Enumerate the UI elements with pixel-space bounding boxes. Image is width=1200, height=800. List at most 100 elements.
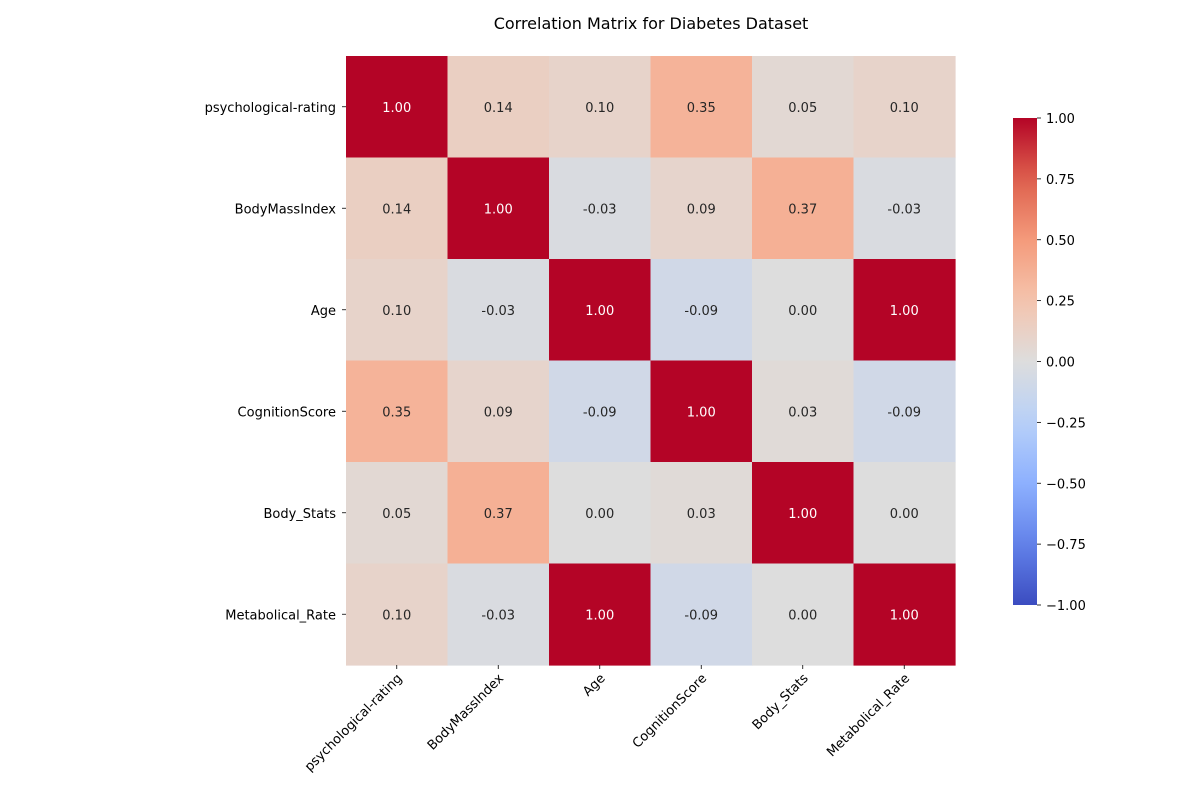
heatmap-cell: [650, 462, 753, 565]
heatmap-cell: [853, 157, 956, 260]
x-tick-label: Metabolical_Rate: [824, 671, 913, 760]
heatmap-cell: [650, 259, 753, 362]
heatmap-cell: [447, 157, 550, 260]
heatmap-cell: [853, 56, 956, 159]
heatmap-cell: [853, 259, 956, 362]
heatmap-cell: [853, 360, 956, 463]
x-tick-label: psychological-rating: [302, 671, 406, 775]
colorbar-tick-label: −1.00: [1046, 599, 1086, 614]
colorbar-tick-label: 0.50: [1046, 234, 1075, 249]
heatmap-cell: [752, 259, 855, 362]
cell-value-label: 1.00: [788, 507, 817, 522]
cell-value-label: 0.05: [382, 507, 411, 522]
colorbar-tick-label: −0.25: [1046, 416, 1086, 431]
heatmap-cell: [346, 462, 449, 565]
colorbar-gradient: [1013, 118, 1037, 605]
cell-value-label: 0.00: [890, 507, 919, 522]
cell-value-label: -0.03: [887, 202, 921, 217]
heatmap-cell: [346, 259, 449, 362]
heatmap-cell: [447, 56, 550, 159]
heatmap-cell: [447, 259, 550, 362]
y-tick-labels: psychological-rating BodyMassIndex Age Cogn…: [205, 101, 346, 623]
heatmap-cell: [346, 563, 449, 666]
x-tick-label: BodyMassIndex: [425, 671, 507, 753]
y-tick-label: psychological-rating: [205, 101, 336, 116]
cell-value-label: -0.03: [481, 608, 515, 623]
y-tick-label: BodyMassIndex: [235, 202, 337, 217]
cell-value-label: 1.00: [890, 304, 919, 319]
heatmap-cell: [549, 157, 652, 260]
cell-value-label: 0.05: [788, 101, 817, 116]
heatmap-cell: [549, 462, 652, 565]
cell-value-label: 0.35: [382, 405, 411, 420]
cell-value-label: 0.14: [484, 101, 513, 116]
cell-value-label: 1.00: [890, 608, 919, 623]
heatmap-cells: 1.00 0.14 0.10 0.35 0.05 0.10 0.14 1.00 -0.03 0.0…: [346, 56, 956, 666]
colorbar-tick-label: −0.75: [1046, 538, 1086, 553]
y-tick-label: CognitionScore: [238, 405, 336, 420]
heatmap-cell: [853, 563, 956, 666]
heatmap-cell: [549, 563, 652, 666]
cell-value-label: 0.10: [382, 304, 411, 319]
cell-value-label: 1.00: [484, 202, 513, 217]
heatmap-cell: [346, 360, 449, 463]
cell-value-label: 0.03: [788, 405, 817, 420]
colorbar-tick-label: 0.75: [1046, 173, 1075, 188]
heatmap-cell: [752, 462, 855, 565]
colorbar-ticks: 1.00 0.75 0.50 0.25 0.00 −0.25 −0.50 −0.75 −1.00: [1037, 112, 1086, 614]
heatmap-cell: [447, 563, 550, 666]
x-tick-labels: psychological-rating BodyMassIndex Age Cogn…: [302, 665, 913, 775]
cell-value-label: 0.03: [687, 507, 716, 522]
cell-value-label: 0.00: [585, 507, 614, 522]
colorbar-tick-label: 0.00: [1046, 356, 1075, 371]
heatmap-cell: [650, 360, 753, 463]
colorbar-tick-label: 0.25: [1046, 295, 1075, 310]
cell-value-label: 0.37: [484, 507, 513, 522]
heatmap-cell: [346, 157, 449, 260]
colorbar-tick-label: −0.50: [1046, 477, 1086, 492]
cell-value-label: 0.37: [788, 202, 817, 217]
cell-value-label: 0.09: [687, 202, 716, 217]
cell-value-label: -0.09: [887, 405, 921, 420]
cell-value-label: 0.10: [585, 101, 614, 116]
y-tick-label: Body_Stats: [263, 507, 336, 522]
cell-value-label: 0.35: [687, 101, 716, 116]
y-tick-label: Metabolical_Rate: [225, 608, 336, 623]
cell-value-label: 1.00: [382, 101, 411, 116]
cell-value-label: 0.00: [788, 304, 817, 319]
heatmap-cell: [447, 462, 550, 565]
x-tick-label: Body_Stats: [750, 671, 812, 733]
heatmap-cell: [853, 462, 956, 565]
cell-value-label: -0.09: [583, 405, 617, 420]
cell-value-label: 0.00: [788, 608, 817, 623]
heatmap-cell: [549, 259, 652, 362]
colorbar-tick-label: 1.00: [1046, 112, 1075, 127]
chart-title: Correlation Matrix for Diabetes Dataset: [494, 14, 809, 33]
cell-value-label: 1.00: [585, 608, 614, 623]
colorbar: 1.00 0.75 0.50 0.25 0.00 −0.25 −0.50 −0.75 −1.00: [1013, 112, 1086, 614]
heatmap-cell: [650, 563, 753, 666]
heatmap-cell: [346, 56, 449, 159]
cell-value-label: 0.10: [890, 101, 919, 116]
heatmap-cell: [447, 360, 550, 463]
cell-value-label: -0.03: [583, 202, 617, 217]
cell-value-label: -0.09: [684, 608, 718, 623]
heatmap-cell: [549, 360, 652, 463]
heatmap-cell: [650, 56, 753, 159]
cell-value-label: 0.14: [382, 202, 411, 217]
y-tick-label: Age: [311, 304, 336, 319]
heatmap-cell: [752, 360, 855, 463]
x-tick-label: Age: [580, 671, 608, 699]
heatmap-cell: [752, 563, 855, 666]
cell-value-label: -0.09: [684, 304, 718, 319]
heatmap-cell: [752, 157, 855, 260]
heatmap-cell: [549, 56, 652, 159]
cell-value-label: -0.03: [481, 304, 515, 319]
x-tick-label: CognitionScore: [630, 671, 710, 751]
cell-value-label: 1.00: [585, 304, 614, 319]
heatmap-cell: [650, 157, 753, 260]
cell-value-label: 1.00: [687, 405, 716, 420]
cell-value-label: 0.09: [484, 405, 513, 420]
heatmap-cell: [752, 56, 855, 159]
